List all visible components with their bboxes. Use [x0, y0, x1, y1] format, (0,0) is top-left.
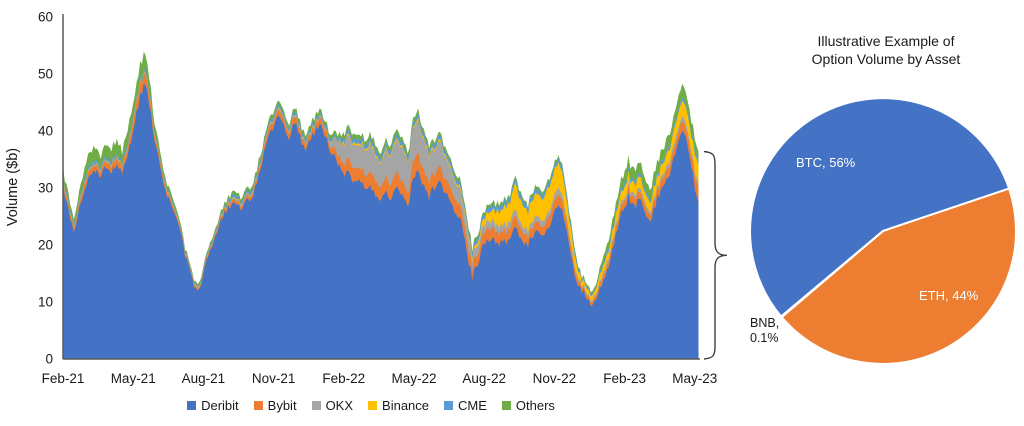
- legend-marker-cme: [444, 401, 454, 410]
- legend-label: OKX: [325, 398, 354, 413]
- y-tick-label: 60: [38, 10, 53, 25]
- y-tick-label: 30: [38, 181, 53, 196]
- x-tick-label: Aug-22: [462, 371, 506, 386]
- legend-item-binance: Binance: [368, 398, 429, 413]
- legend-label: Others: [515, 398, 555, 413]
- x-tick-label: May-21: [111, 371, 156, 386]
- legend-label: Bybit: [267, 398, 297, 413]
- total-brace-annotation: [703, 150, 728, 360]
- legend-marker-deribit: [187, 401, 197, 410]
- legend-marker-binance: [368, 401, 378, 410]
- y-tick-label: 50: [38, 67, 53, 82]
- legend-marker-okx: [311, 401, 321, 410]
- x-tick-label: May-23: [672, 371, 717, 386]
- pie-label-btc: BTC, 56%: [796, 155, 856, 170]
- x-tick-label: Feb-22: [322, 371, 365, 386]
- pie-label-eth: ETH, 44%: [919, 288, 979, 303]
- x-tick-label: Feb-23: [603, 371, 646, 386]
- legend-item-others: Others: [501, 398, 555, 413]
- y-tick-label: 40: [38, 124, 53, 139]
- y-tick-label: 10: [38, 295, 53, 310]
- legend-label: Deribit: [201, 398, 239, 413]
- y-tick-label: 20: [38, 238, 53, 253]
- legend-item-cme: CME: [444, 398, 487, 413]
- legend-item-bybit: Bybit: [253, 398, 297, 413]
- pie-slice-btc: [749, 97, 1011, 318]
- y-axis-title: Volume ($b): [5, 147, 21, 227]
- x-tick-label: May-22: [391, 371, 436, 386]
- legend-label: CME: [458, 398, 487, 413]
- legend-label: Binance: [382, 398, 430, 413]
- legend-marker-others: [501, 401, 511, 410]
- pie-title: Illustrative Example of Option Volume by…: [811, 33, 961, 68]
- pie-slice-eth: [780, 187, 1017, 365]
- x-tick-label: Feb-21: [42, 371, 85, 386]
- area-deribit: [63, 83, 699, 359]
- legend-marker-bybit: [253, 401, 263, 410]
- x-tick-label: Nov-22: [533, 371, 577, 386]
- legend-item-okx: OKX: [311, 398, 354, 413]
- x-tick-label: Nov-21: [252, 371, 296, 386]
- y-tick-label: 0: [45, 352, 53, 367]
- pie-label-bnb: BNB, 0.1%: [750, 316, 780, 345]
- x-tick-label: Aug-21: [182, 371, 226, 386]
- legend-item-deribit: Deribit: [187, 398, 239, 413]
- exchange-legend: Deribit Bybit OKX Binance CME Others: [8, 398, 734, 413]
- pie-slice-bnb: [780, 230, 884, 319]
